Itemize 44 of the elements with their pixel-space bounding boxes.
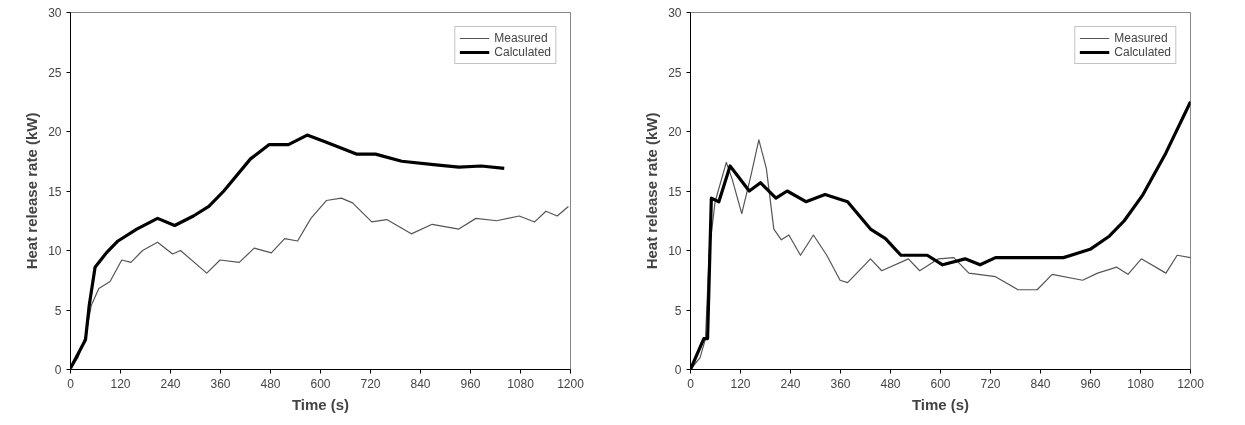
y-tick-label: 10 [48,244,62,258]
x-tick-label: 480 [260,376,281,391]
y-tick-label: 25 [48,65,62,80]
y-tick-label: 10 [668,244,682,258]
x-tick-label: 360 [210,376,231,391]
y-tick-label: 5 [54,303,62,318]
y-axis-title: Heat release rate (kW) [23,112,41,270]
legend-label: Measured [1114,31,1168,45]
legend-label: Measured [494,31,548,45]
x-tick-label: 120 [110,376,131,391]
y-tick-label: 15 [668,184,682,199]
y-tick-label: 0 [54,363,62,377]
x-tick-label: 960 [1080,376,1101,391]
x-axis-title: Time (s) [911,395,970,413]
x-tick-label: 0 [687,376,695,391]
y-tick-label: 0 [674,363,682,377]
x-tick-label: 240 [160,376,181,391]
y-tick-label: 15 [48,184,62,199]
x-tick-label: 1200 [1177,376,1205,391]
y-axis-title: Heat release rate (kW) [643,112,661,270]
legend-label: Calculated [1114,45,1171,59]
x-tick-label: 480 [880,376,901,391]
y-tick-label: 5 [674,303,682,318]
y-tick-label: 20 [668,125,682,139]
x-tick-label: 840 [1030,376,1051,391]
y-tick-label: 20 [48,125,62,139]
x-tick-label: 600 [310,376,331,391]
y-tick-label: 30 [48,6,62,20]
x-tick-label: 0 [67,376,75,391]
x-tick-label: 1080 [507,376,535,391]
x-tick-label: 840 [410,376,431,391]
y-tick-label: 25 [668,65,682,80]
x-tick-label: 720 [980,376,1001,391]
x-tick-label: 1200 [557,376,585,391]
x-tick-label: 360 [830,376,851,391]
x-axis-title: Time (s) [291,395,350,413]
x-tick-label: 120 [730,376,751,391]
x-tick-label: 240 [780,376,801,391]
x-tick-label: 960 [460,376,481,391]
x-tick-label: 600 [930,376,951,391]
x-tick-label: 1080 [1127,376,1155,391]
x-tick-label: 720 [360,376,381,391]
legend-label: Calculated [494,45,551,59]
y-tick-label: 30 [668,6,682,20]
